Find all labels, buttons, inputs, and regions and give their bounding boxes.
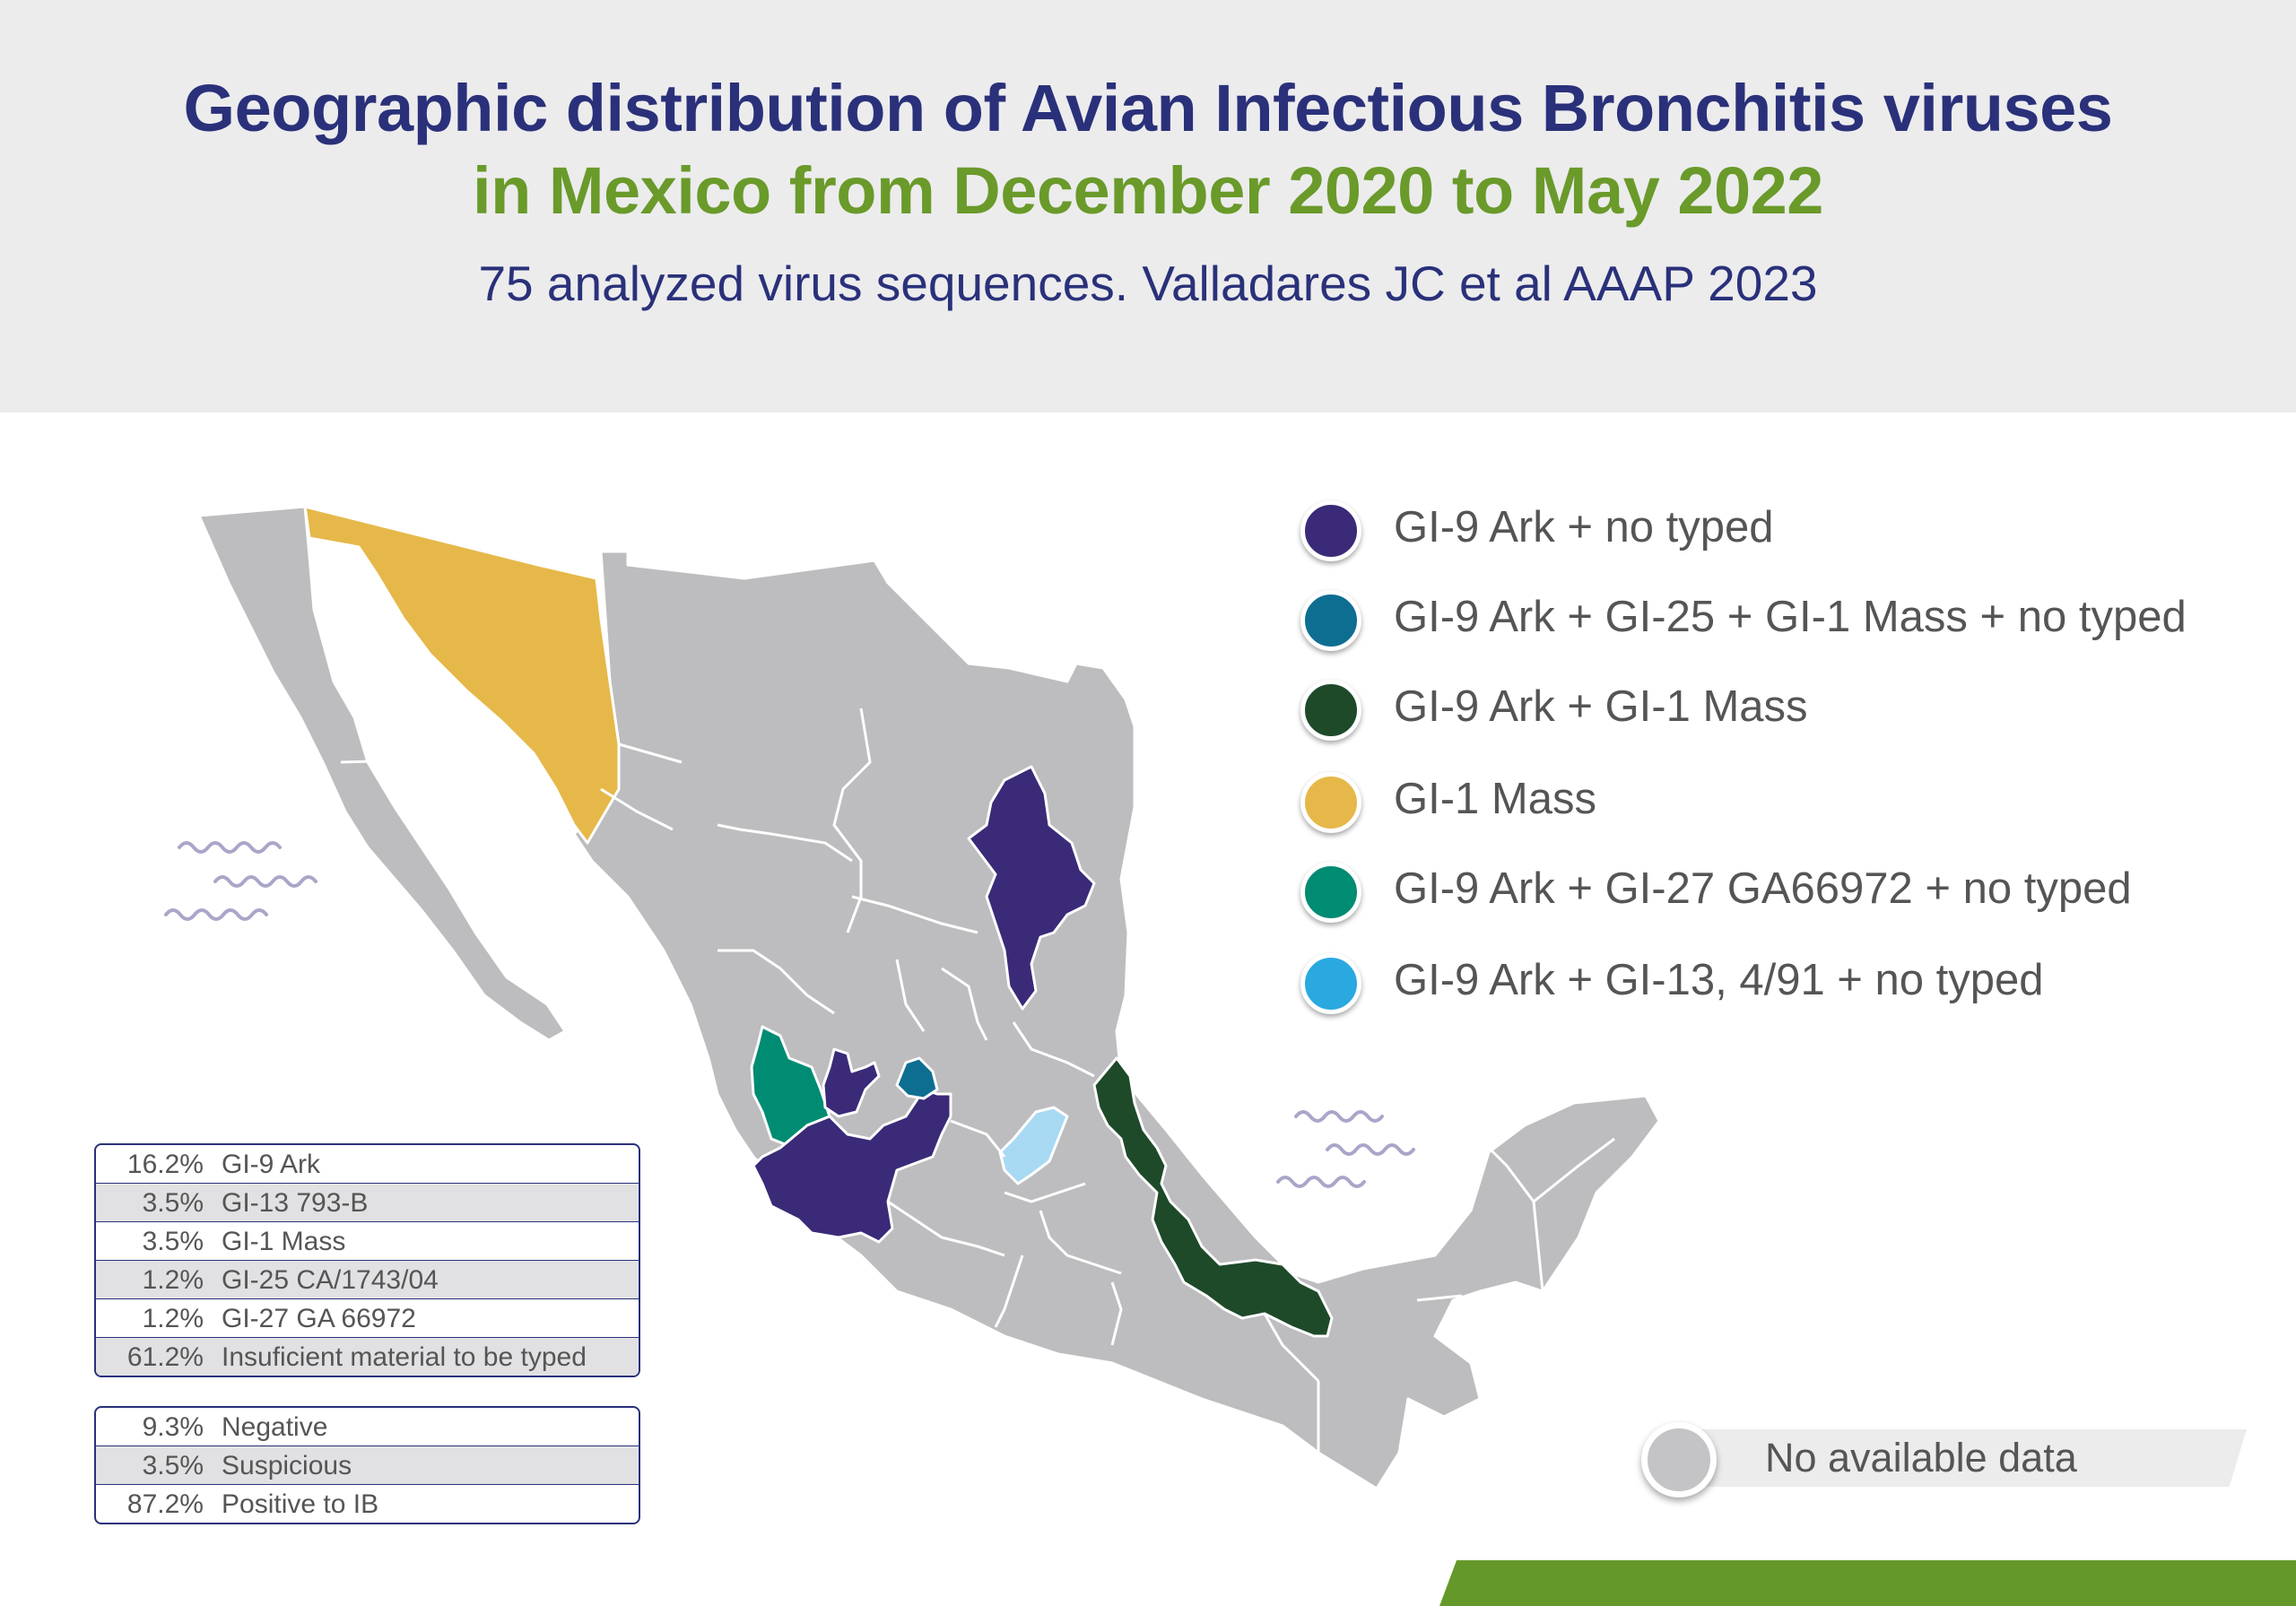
- table-row: 3.5% GI-13 793-B: [96, 1183, 639, 1221]
- table-row: 3.5% GI-1 Mass: [96, 1221, 639, 1260]
- row-label: Positive to IB: [222, 1489, 379, 1519]
- row-percentage: 3.5%: [142, 1451, 204, 1480]
- region-nuevo-leon: [967, 765, 1096, 1011]
- legend-dot: [1300, 772, 1361, 833]
- row-label: Suspicious: [222, 1451, 352, 1480]
- row-label: GI-25 CA/1743/04: [222, 1265, 439, 1295]
- no-data-band: [1668, 1429, 2247, 1487]
- table-row: 9.3% Negative: [96, 1408, 639, 1445]
- table-row: 16.2% GI-9 Ark: [96, 1145, 639, 1183]
- row-percentage: 3.5%: [142, 1188, 204, 1218]
- legend-dot: [1300, 862, 1361, 923]
- region-jalisco: [752, 1088, 952, 1244]
- table-row: 1.2% GI-25 CA/1743/04: [96, 1260, 639, 1298]
- row-label: GI-9 Ark: [222, 1150, 321, 1179]
- region-queretaro: [998, 1106, 1069, 1185]
- row-percentage: 16.2%: [126, 1150, 204, 1179]
- row-percentage: 9.3%: [142, 1412, 204, 1442]
- state-borders: [340, 708, 1615, 1453]
- title-line-1: Geographic distribution of Avian Infecti…: [183, 71, 2113, 145]
- region-zacatecas-south: [822, 1047, 881, 1118]
- row-percentage: 1.2%: [142, 1304, 204, 1333]
- region-baja-california: [197, 505, 567, 1042]
- table-row: 87.2% Positive to IB: [96, 1484, 639, 1523]
- row-label: GI-27 GA 66972: [222, 1304, 416, 1333]
- water-waves-gulf: [1276, 1110, 1415, 1188]
- no-data-label: No available data: [1765, 1435, 2077, 1480]
- header-banner: Geographic distribution of Avian Infecti…: [0, 0, 2296, 412]
- table-row: 1.2% GI-27 GA 66972: [96, 1298, 639, 1337]
- subtitle: 75 analyzed virus sequences. Valladares …: [478, 256, 1818, 311]
- region-veracruz: [1092, 1056, 1334, 1338]
- legend-label: GI-1 Mass: [1394, 775, 1596, 823]
- legend-dot: [1300, 590, 1361, 651]
- table-row: 61.2% Insuficient material to be typed: [96, 1337, 639, 1376]
- row-percentage: 1.2%: [142, 1265, 204, 1295]
- result-table: 9.3% Negative 3.5% Suspicious 87.2% Posi…: [94, 1406, 640, 1524]
- table-row: 3.5% Suspicious: [96, 1445, 639, 1484]
- legend-label: GI-9 Ark + GI-25 + GI-1 Mass + no typed: [1394, 593, 2187, 641]
- row-percentage: 3.5%: [142, 1227, 204, 1256]
- mexico-map: [164, 505, 1661, 1490]
- row-label: Insuficient material to be typed: [222, 1342, 587, 1372]
- footer-accent-bar: [1439, 1560, 2296, 1606]
- row-label: Negative: [222, 1412, 328, 1442]
- genotype-table: 16.2% GI-9 Ark 3.5% GI-13 793-B 3.5% GI-…: [94, 1143, 640, 1377]
- title-line-2: in Mexico from December 2020 to May 2022: [473, 153, 1823, 228]
- legend-dot: [1300, 680, 1361, 741]
- row-label: GI-1 Mass: [222, 1227, 346, 1256]
- legend-dot: [1300, 953, 1361, 1014]
- region-sonora: [303, 505, 621, 845]
- water-waves-left: [164, 841, 317, 921]
- row-label: GI-13 793-B: [222, 1188, 369, 1218]
- legend-label: GI-9 Ark + GI-13, 4/91 + no typed: [1394, 956, 2044, 1004]
- row-percentage: 61.2%: [126, 1342, 204, 1372]
- legend-dot: [1300, 500, 1361, 561]
- no-data-dot: [1641, 1422, 1717, 1497]
- row-percentage: 87.2%: [126, 1489, 204, 1519]
- legend-label: GI-9 Ark + GI-27 GA66972 + no typed: [1394, 864, 2132, 913]
- region-aguascalientes: [895, 1056, 939, 1100]
- legend-label: GI-9 Ark + GI-1 Mass: [1394, 682, 1808, 731]
- legend-label: GI-9 Ark + no typed: [1394, 503, 1774, 551]
